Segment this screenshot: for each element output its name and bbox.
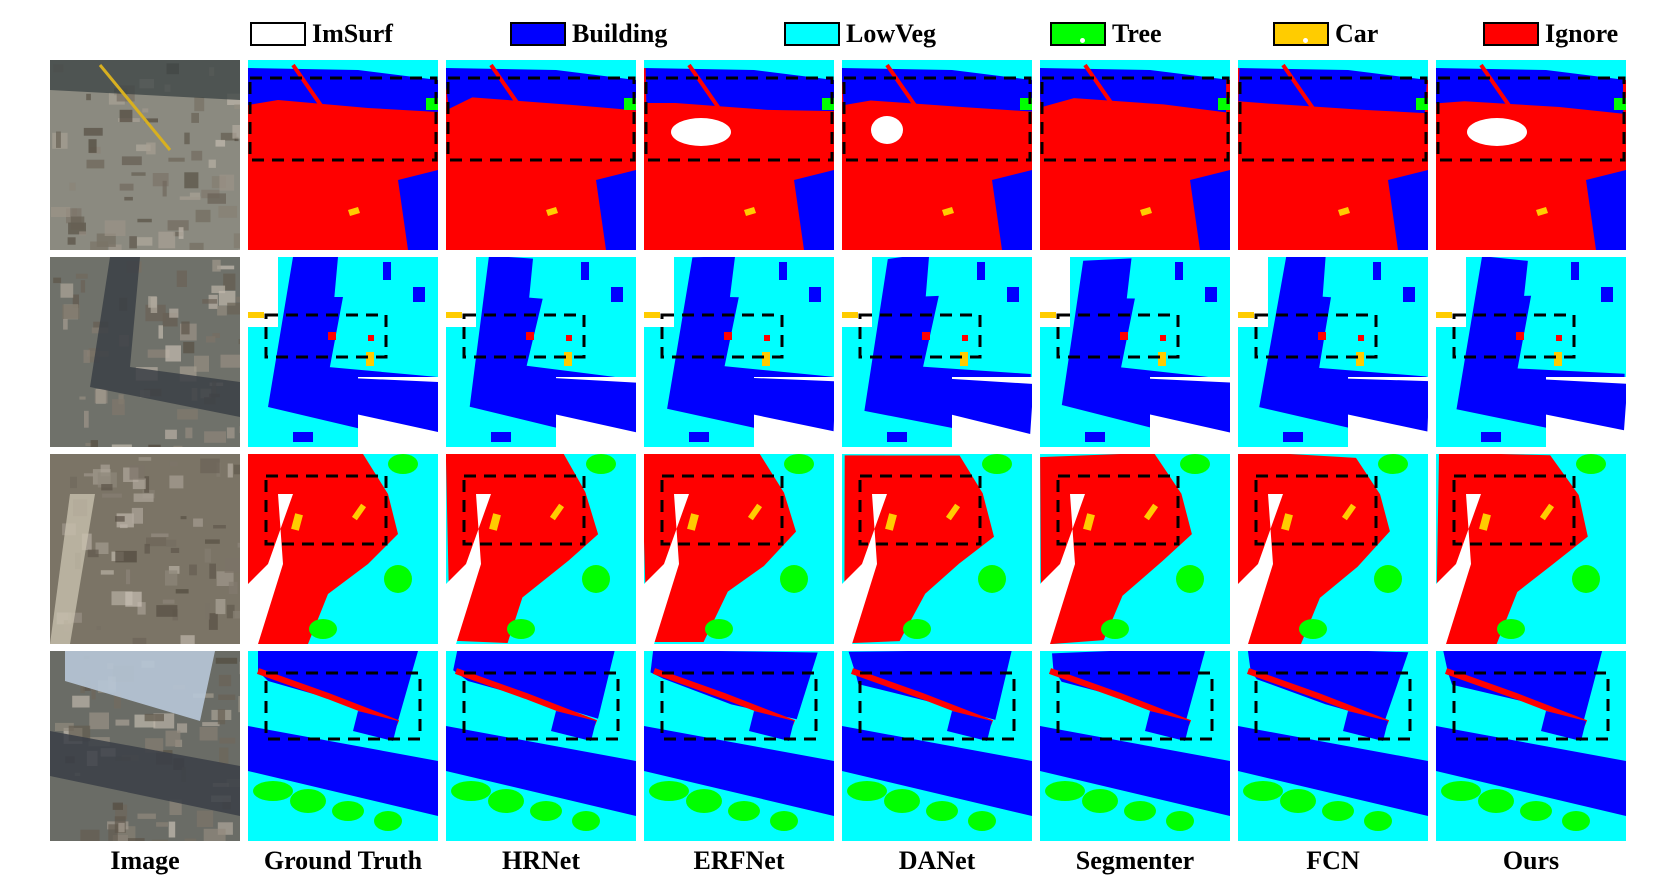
panel-ground-truth-row-4 [248,651,438,841]
panel-erfnet-row-1 [644,60,834,250]
panel-ground-truth-row-1 [248,60,438,250]
tree-swatch [1050,22,1106,46]
segmentation-map [446,257,636,447]
lowveg-swatch [784,22,840,46]
legend-item-tree: Tree [1050,20,1162,48]
segmentation-map [644,257,834,447]
segmentation-map [1238,651,1428,841]
car-dot-icon [1303,38,1308,43]
panel-image-row-2 [50,257,240,447]
segmentation-map [1040,454,1230,644]
panel-fcn-row-4 [1238,651,1428,841]
aerial-image [50,454,240,644]
segmentation-map [248,60,438,250]
aerial-image [50,60,240,250]
panel-segmenter-row-4 [1040,651,1230,841]
segmentation-map [1238,257,1428,447]
panel-danet-row-3 [842,454,1032,644]
aerial-image [50,257,240,447]
legend-label: Car [1335,19,1379,48]
panel-hrnet-row-4 [446,651,636,841]
column-label-ground-truth: Ground Truth [263,846,423,875]
segmentation-map [1436,60,1626,250]
tree-dot-icon [1080,38,1085,43]
segmentation-map [1238,454,1428,644]
panel-erfnet-row-2 [644,257,834,447]
panel-image-row-1 [50,60,240,250]
segmentation-map [842,651,1032,841]
panel-ours-row-2 [1436,257,1626,447]
segmentation-map [1040,651,1230,841]
segmentation-map [446,454,636,644]
legend-label: LowVeg [846,19,937,48]
column-label-ours: Ours [1502,846,1560,875]
legend-item-ignore: Ignore [1483,20,1618,48]
segmentation-map [842,454,1032,644]
segmentation-map [1436,454,1626,644]
segmentation-map [1436,651,1626,841]
panel-segmenter-row-2 [1040,257,1230,447]
panel-erfnet-row-3 [644,454,834,644]
panel-ours-row-4 [1436,651,1626,841]
panel-danet-row-1 [842,60,1032,250]
panel-danet-row-2 [842,257,1032,447]
panel-hrnet-row-1 [446,60,636,250]
column-label-segmenter: Segmenter [1075,846,1195,875]
panel-hrnet-row-2 [446,257,636,447]
panel-fcn-row-3 [1238,454,1428,644]
segmentation-map [842,257,1032,447]
panel-fcn-row-2 [1238,257,1428,447]
segmentation-map [1238,60,1428,250]
column-label-fcn: FCN [1306,846,1360,875]
car-swatch [1273,22,1329,46]
legend-item-car: Car [1273,20,1378,48]
legend-label: Building [572,19,668,48]
legend-label: Tree [1112,19,1162,48]
legend-item-lowveg: LowVeg [784,20,936,48]
segmentation-map [1436,257,1626,447]
segmentation-map [248,651,438,841]
panel-ours-row-1 [1436,60,1626,250]
column-label-image: Image [110,846,180,875]
panel-erfnet-row-4 [644,651,834,841]
legend: ImSurf Building LowVeg Tree Car Ignore [0,0,1661,56]
ignore-swatch [1483,22,1539,46]
segmentation-map [248,454,438,644]
aerial-image [50,651,240,841]
panel-fcn-row-1 [1238,60,1428,250]
segmentation-map [644,651,834,841]
panel-segmenter-row-1 [1040,60,1230,250]
panel-hrnet-row-3 [446,454,636,644]
column-label-danet: DANet [898,846,976,875]
panel-ground-truth-row-2 [248,257,438,447]
building-swatch [510,22,566,46]
column-label-erfnet: ERFNet [693,846,785,875]
panel-segmenter-row-3 [1040,454,1230,644]
segmentation-map [1040,60,1230,250]
panel-danet-row-4 [842,651,1032,841]
imsurf-swatch [250,22,306,46]
segmentation-map [446,60,636,250]
legend-label: Ignore [1545,19,1619,48]
panel-image-row-4 [50,651,240,841]
legend-label: ImSurf [312,19,393,48]
panel-ground-truth-row-3 [248,454,438,644]
segmentation-map [248,257,438,447]
legend-item-imsurf: ImSurf [250,20,393,48]
segmentation-map [1040,257,1230,447]
segmentation-map [644,60,834,250]
column-label-hrnet: HRNet [502,846,580,875]
panel-ours-row-3 [1436,454,1626,644]
legend-item-building: Building [510,20,667,48]
segmentation-map [842,60,1032,250]
panel-image-row-3 [50,454,240,644]
segmentation-map [446,651,636,841]
segmentation-map [644,454,834,644]
